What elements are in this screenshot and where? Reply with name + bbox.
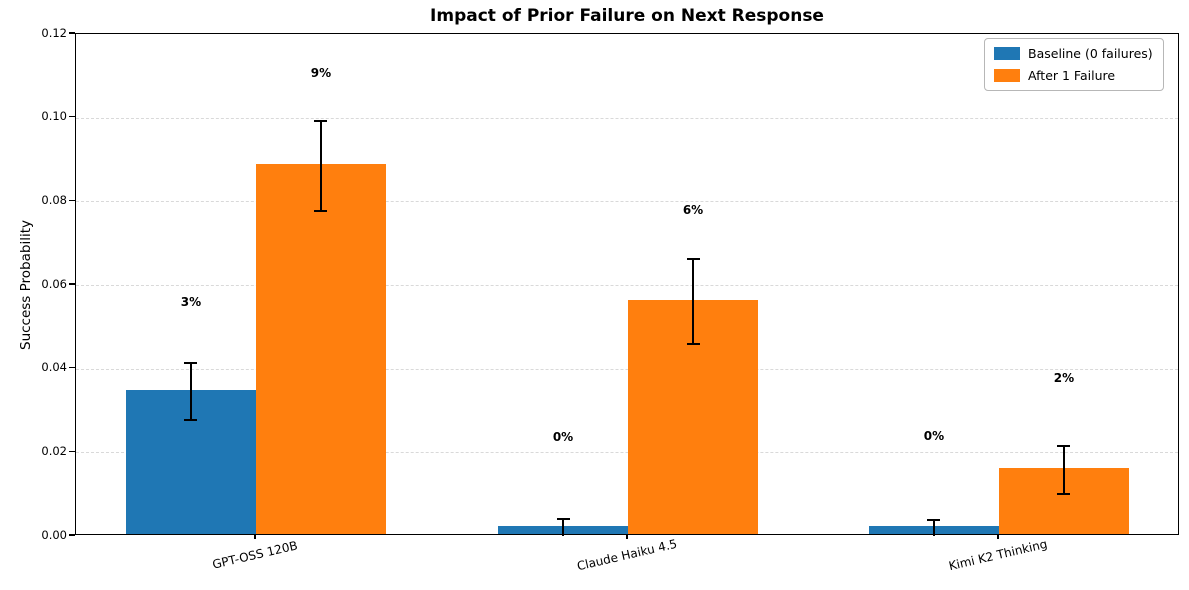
bar-value-label: 6% <box>682 202 704 217</box>
y-tick-label: 0.12 <box>41 25 67 40</box>
error-bar <box>319 121 322 211</box>
y-tick-label: 0.04 <box>41 360 67 375</box>
error-bar <box>1062 446 1065 494</box>
error-bar-cap-top <box>927 518 941 521</box>
error-bar <box>189 363 192 421</box>
legend-item: After 1 Failure <box>994 68 1153 83</box>
bar-value-label: 9% <box>310 66 332 81</box>
x-tick-mark <box>997 535 999 539</box>
error-bar-cap-top <box>1057 445 1071 448</box>
legend-label: After 1 Failure <box>1028 68 1116 83</box>
error-bar-cap-top <box>184 362 198 365</box>
legend: Baseline (0 failures) After 1 Failure <box>984 38 1164 91</box>
gridline <box>76 201 1178 203</box>
y-tick-mark <box>69 32 75 34</box>
y-tick-label: 0.00 <box>41 527 67 542</box>
error-bar <box>692 259 694 345</box>
y-tick-label: 0.08 <box>41 192 67 207</box>
y-tick-label: 0.10 <box>41 109 67 124</box>
error-bar <box>562 519 564 536</box>
gridline <box>76 452 1178 454</box>
bar-value-label: 2% <box>1053 371 1075 386</box>
y-tick-mark <box>69 116 75 118</box>
error-bar-cap-bottom <box>686 343 700 346</box>
gridline <box>76 285 1178 286</box>
y-tick-mark <box>69 534 75 536</box>
y-tick-mark <box>69 450 75 453</box>
x-tick-mark <box>254 535 256 539</box>
error-bar-cap-bottom <box>314 209 328 212</box>
bar-value-label: 3% <box>180 294 202 309</box>
bar-value-label: 0% <box>552 430 574 445</box>
legend-color-swatch <box>994 47 1020 60</box>
error-bar-cap-top <box>556 518 570 521</box>
x-tick-mark <box>626 535 628 539</box>
bar-value-label: 0% <box>923 428 945 443</box>
error-bar-cap-top <box>314 120 328 122</box>
error-bar <box>932 519 935 536</box>
error-bar-cap-top <box>686 258 700 261</box>
legend-color-swatch <box>994 69 1020 82</box>
y-tick-mark <box>69 367 75 369</box>
y-tick-mark <box>69 199 75 202</box>
y-tick-label: 0.06 <box>41 276 67 291</box>
legend-label: Baseline (0 failures) <box>1028 46 1153 61</box>
gridline <box>76 368 1178 370</box>
y-tick-mark <box>69 283 75 285</box>
gridline <box>76 117 1178 119</box>
error-bar-cap-bottom <box>1057 492 1071 495</box>
error-bar-cap-bottom <box>184 419 198 422</box>
chart-title: Impact of Prior Failure on Next Response <box>430 6 824 26</box>
plot-area: 3% 0% 0% 9% 6% 2% <box>75 33 1179 536</box>
legend-item: Baseline (0 failures) <box>994 46 1153 61</box>
y-tick-label: 0.02 <box>41 443 67 458</box>
bar-after-failure-0 <box>255 163 386 534</box>
